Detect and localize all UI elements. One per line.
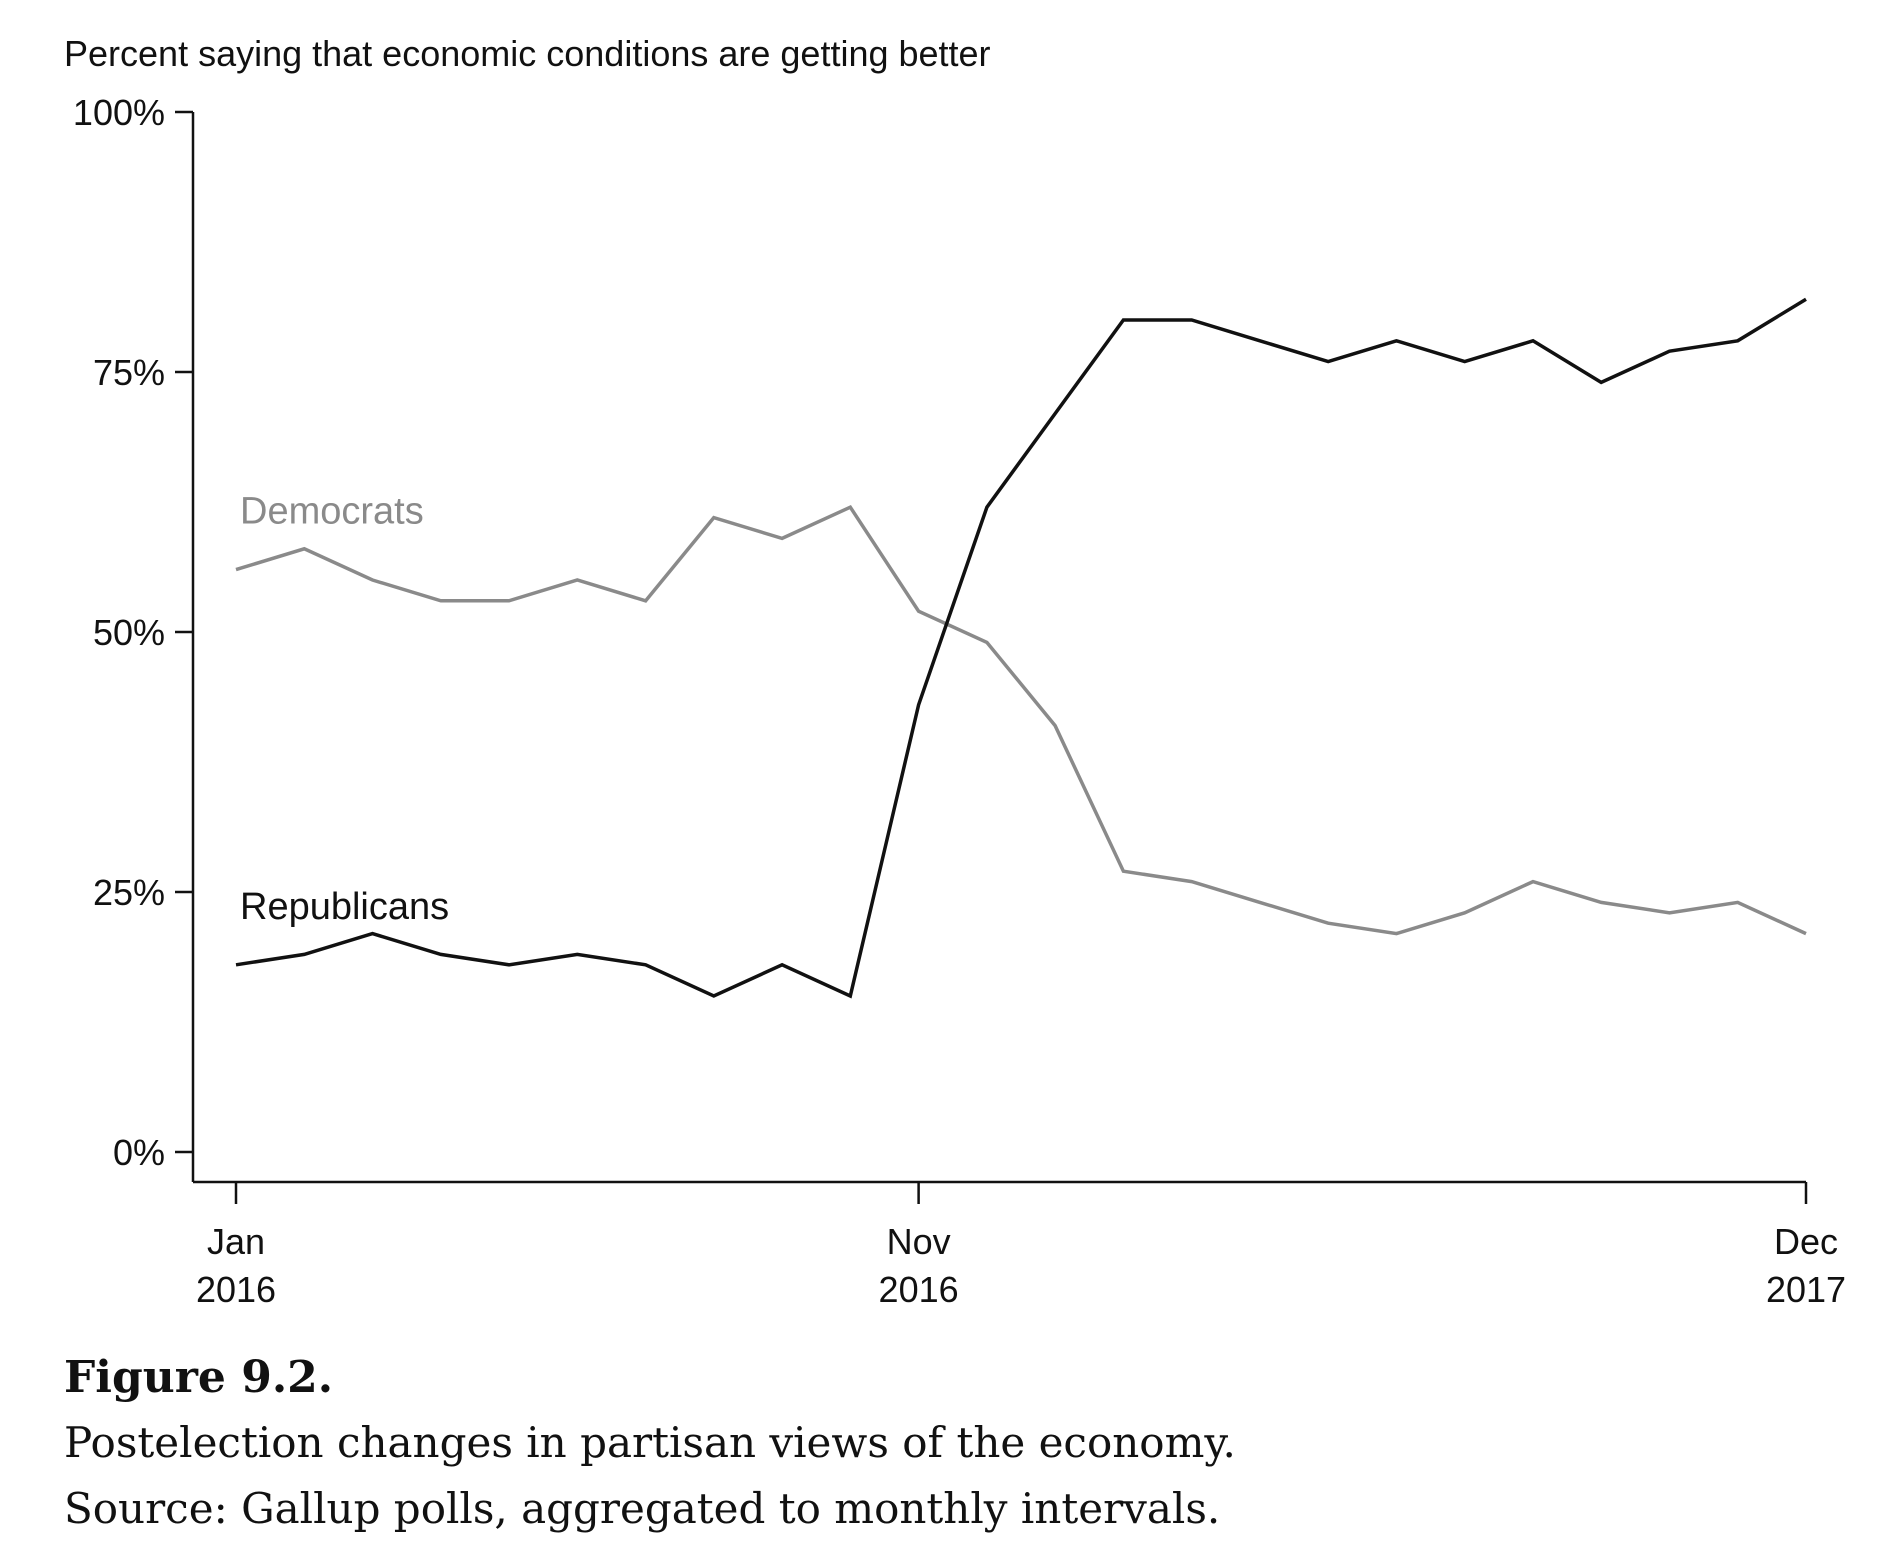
x-tick-label: 2016 [196,1269,276,1310]
series-label-democrats: Democrats [240,491,424,533]
x-tick-label: 2016 [879,1269,959,1310]
x-tick-label: Jan [207,1221,265,1262]
y-axis-ticks: 0% 25% 50% 75% 100% [73,92,193,1173]
figure-caption-description: Postelection changes in partisan views o… [64,1418,1236,1467]
series-labels: Democrats Republicans [240,491,449,928]
y-tick-label: 0% [113,1132,165,1173]
y-tick-label: 50% [93,612,165,653]
y-tick-label: 75% [93,352,165,393]
series-lines [235,297,1807,999]
series-line-democrats [235,504,1807,936]
y-tick-label: 100% [73,92,165,133]
figure-caption-source: Source: Gallup polls, aggregated to mont… [64,1484,1221,1533]
x-tick-label: Nov [887,1221,951,1262]
line-chart: Percent saying that economic conditions … [64,33,1846,1310]
y-axis-title: Percent saying that economic conditions … [64,33,991,74]
x-tick-label: Dec [1774,1221,1838,1262]
axes [191,112,1806,1184]
x-tick-label: 2017 [1766,1269,1846,1310]
figure-caption-title: Figure 9.2. [64,1352,334,1403]
x-axis-ticks: Jan 2016 Nov 2016 Dec 2017 [196,1182,1846,1310]
series-label-republicans: Republicans [240,886,449,928]
y-tick-label: 25% [93,872,165,913]
series-line-republicans [235,297,1807,999]
